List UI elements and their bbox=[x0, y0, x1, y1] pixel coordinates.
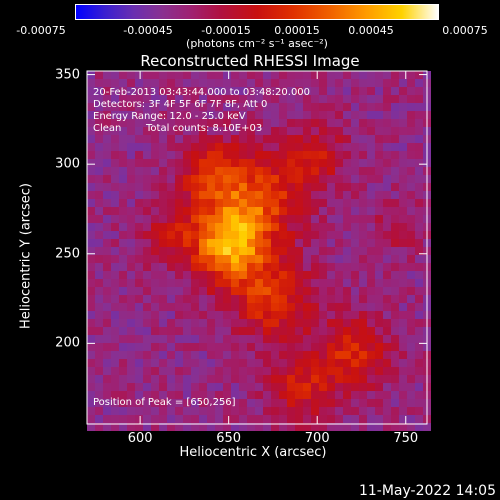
clean-label: Clean bbox=[93, 123, 122, 134]
peak-position-label: Position of Peak = [650,256] bbox=[93, 397, 236, 408]
y-tick-label: 300 bbox=[55, 156, 80, 172]
heatmap-pixels bbox=[87, 71, 431, 431]
total-counts-label: Total counts: 8.10E+03 bbox=[146, 123, 263, 134]
x-tick-label: 600 bbox=[127, 431, 153, 446]
x-axis-label: Heliocentric X (arcsec) bbox=[179, 445, 327, 460]
colorbar-units: (photons cm⁻² s⁻¹ asec⁻²) bbox=[186, 37, 328, 50]
colorbar-tick: -0.00075 bbox=[16, 24, 66, 37]
x-tick-label: 650 bbox=[216, 431, 242, 446]
detectors-label: Detectors: 3F 4F 5F 6F 7F 8F, Att 0 bbox=[93, 99, 268, 110]
energy-range-label: Energy Range: 12.0 - 25.0 keV bbox=[93, 111, 246, 122]
y-axis-label: Heliocentric Y (arcsec) bbox=[18, 183, 34, 329]
colorbar-tick: -0.00045 bbox=[123, 24, 173, 37]
colorbar bbox=[75, 4, 439, 20]
date-stamp: 11-May-2022 14:05 bbox=[358, 483, 496, 499]
x-tick-label: 700 bbox=[304, 431, 330, 446]
x-tick-label: 750 bbox=[393, 431, 419, 446]
y-tick-label: 200 bbox=[55, 335, 80, 351]
colorbar-tick: 0.00015 bbox=[274, 24, 320, 37]
plot-frame bbox=[86, 70, 428, 425]
colorbar-tick: -0.00015 bbox=[201, 24, 251, 37]
time-range-label: 20-Feb-2013 03:43:44.000 to 03:48:20.000 bbox=[93, 87, 311, 98]
y-tick-label: 250 bbox=[55, 246, 80, 262]
colorbar-tick: 0.00045 bbox=[348, 24, 394, 37]
y-tick-label: 350 bbox=[55, 67, 80, 83]
colorbar-tick: 0.00075 bbox=[442, 24, 488, 37]
chart-title: Reconstructed RHESSI Image bbox=[140, 52, 360, 70]
